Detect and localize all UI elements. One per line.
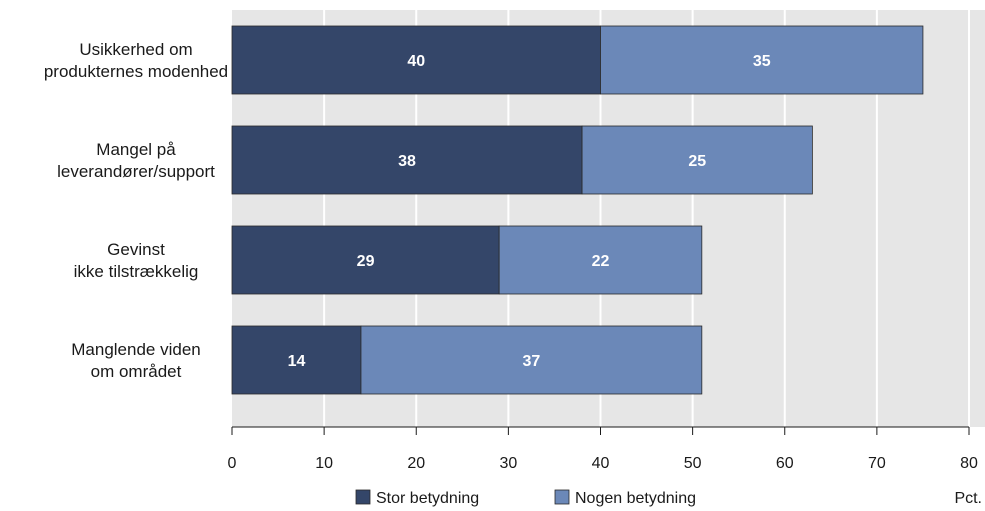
data-label: 29 <box>357 253 375 270</box>
bar-segment <box>360 325 703 395</box>
data-label: 35 <box>753 53 771 70</box>
bar-segment <box>231 125 583 195</box>
x-tick-label: 50 <box>684 455 702 472</box>
category-label: Gevinst ikke tilstrækkelig <box>74 240 199 281</box>
bar-segment <box>231 225 500 295</box>
data-labels: 40 35 38 25 29 22 14 37 <box>288 53 771 370</box>
legend-swatch <box>554 489 570 505</box>
unit-label: Pct. <box>954 490 982 507</box>
x-tick-label: 80 <box>960 455 978 472</box>
x-tick-label: 60 <box>776 455 794 472</box>
legend-label: Stor betydning <box>376 490 479 507</box>
legend-swatch <box>355 489 371 505</box>
data-label: 25 <box>688 153 706 170</box>
x-tick-label: 40 <box>592 455 610 472</box>
data-label: 40 <box>407 53 425 70</box>
bar-segment <box>231 325 362 395</box>
data-label: 38 <box>398 153 416 170</box>
x-tick-label: 0 <box>228 455 237 472</box>
bar-segment <box>231 25 601 95</box>
category-label: Mangel på leverandører/support <box>57 140 215 181</box>
category-label: Manglende viden om området <box>71 340 200 381</box>
legend-label: Nogen betydning <box>575 490 696 507</box>
bar-segment <box>581 125 813 195</box>
x-tick-label: 70 <box>868 455 886 472</box>
bar-segment <box>600 25 924 95</box>
category-label: Usikkerhed om produkternes modenhed <box>44 40 228 81</box>
bars <box>231 25 924 395</box>
legend: Stor betydning Nogen betydning <box>355 489 696 507</box>
data-label: 14 <box>288 353 306 370</box>
data-label: 37 <box>523 353 541 370</box>
x-axis-ticks: 0 10 20 30 40 50 60 70 80 <box>228 427 978 472</box>
data-label: 22 <box>592 253 610 270</box>
x-tick-label: 10 <box>315 455 333 472</box>
category-labels: Usikkerhed om produkternes modenhed Mangel… <box>44 40 228 381</box>
bar-segment <box>498 225 703 295</box>
x-tick-label: 30 <box>499 455 517 472</box>
x-tick-label: 20 <box>407 455 425 472</box>
